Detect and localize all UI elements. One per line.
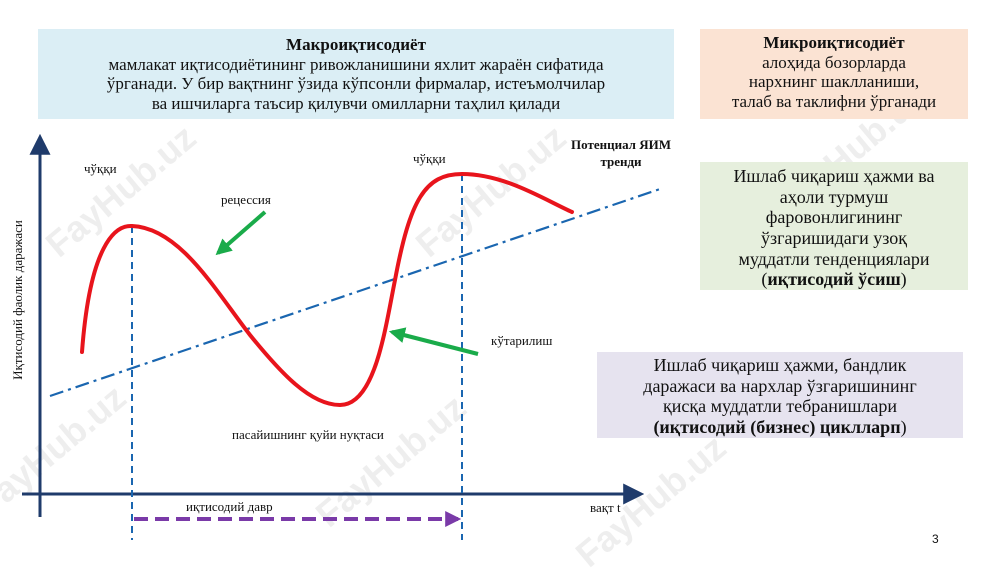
y-axis-label: Иқтисодий фаолик даражаси — [10, 220, 25, 380]
peak-right-label: чўққи — [413, 151, 446, 166]
business-cycle-box: Ишлаб чиқариш ҳажми, бандлик даражаси ва… — [597, 352, 963, 438]
business-cycle-curve — [80, 171, 574, 408]
peak-left-label: чўққи — [84, 161, 117, 176]
growth-text-3: фаровонлигининг — [765, 207, 903, 228]
growth-text-1: Ишлаб чиқариш ҳажми ва — [733, 166, 935, 186]
economic-growth-box: Ишлаб чиқариш ҳажми ва аҳоли турмуш фаро… — [700, 162, 968, 290]
growth-text-5: муддатли тенденциялари — [738, 248, 930, 269]
business-cycle-diagram — [22, 133, 664, 540]
macroeconomics-text-1: мамлакат иқтисодиётининг ривожланишини я… — [108, 54, 604, 74]
microeconomics-title: Микроиқтисодиёт — [763, 33, 905, 52]
cycle-bold-term: (иқтисодий (бизнес) циклларп — [653, 417, 901, 438]
macroeconomics-text-3: ва ишчиларга таъсир қилувчи омилларни та… — [151, 93, 561, 113]
recovery-arrow — [388, 327, 479, 356]
microeconomics-text-3: талаб ва таклифни ўрганади — [731, 91, 937, 111]
page-number: 3 — [932, 532, 939, 546]
recession-arrow — [215, 210, 267, 256]
trend-label-line-1: Потенциал ЯИМ — [571, 137, 671, 152]
macroeconomics-title: Макроиқтисодиёт — [286, 35, 426, 54]
potential-gdp-trend-label: Потенциал ЯИМ тренди — [556, 137, 686, 171]
potential-gdp-trend-line — [49, 186, 664, 398]
microeconomics-text-2: нархнинг шаклланиши, — [748, 72, 920, 92]
recession-label: рецессия — [221, 192, 271, 207]
microeconomics-text-1: алоҳида бозорларда — [762, 52, 906, 72]
growth-text-2: аҳоли турмуш — [779, 186, 889, 207]
growth-text-4: ўзгаришидаги узоқ — [760, 228, 908, 249]
microeconomics-box: Микроиқтисодиёт алоҳида бозорларда нархн… — [700, 29, 968, 119]
trend-label-line-2: тренди — [600, 153, 642, 169]
cycle-text-1: Ишлаб чиқариш ҳажми, бандлик — [653, 355, 907, 375]
growth-bold-term: иқтисодий ўсиш — [767, 269, 901, 290]
cycle-close-paren: ) — [900, 417, 907, 438]
trough-label: пасайишнинг қуйи нуқтаси — [232, 427, 384, 442]
macroeconomics-box: Макроиқтисодиёт мамлакат иқтисодиётининг… — [38, 29, 674, 119]
growth-close-paren: ) — [900, 269, 907, 290]
cycle-text-3: қисқа муддатли тебранишлари — [663, 396, 897, 417]
cycle-span-label: иқтисодий давр — [186, 499, 273, 514]
cycle-text-2: даражаси ва нархлар ўзгаришининг — [643, 375, 917, 396]
recovery-label: кўтарилиш — [491, 333, 553, 348]
macroeconomics-text-2: ўрганади. У бир вақтнинг ўзида кўпсонли … — [106, 74, 606, 94]
x-axis-label: вақт t — [590, 500, 621, 515]
growth-open-paren: ( — [761, 269, 768, 290]
